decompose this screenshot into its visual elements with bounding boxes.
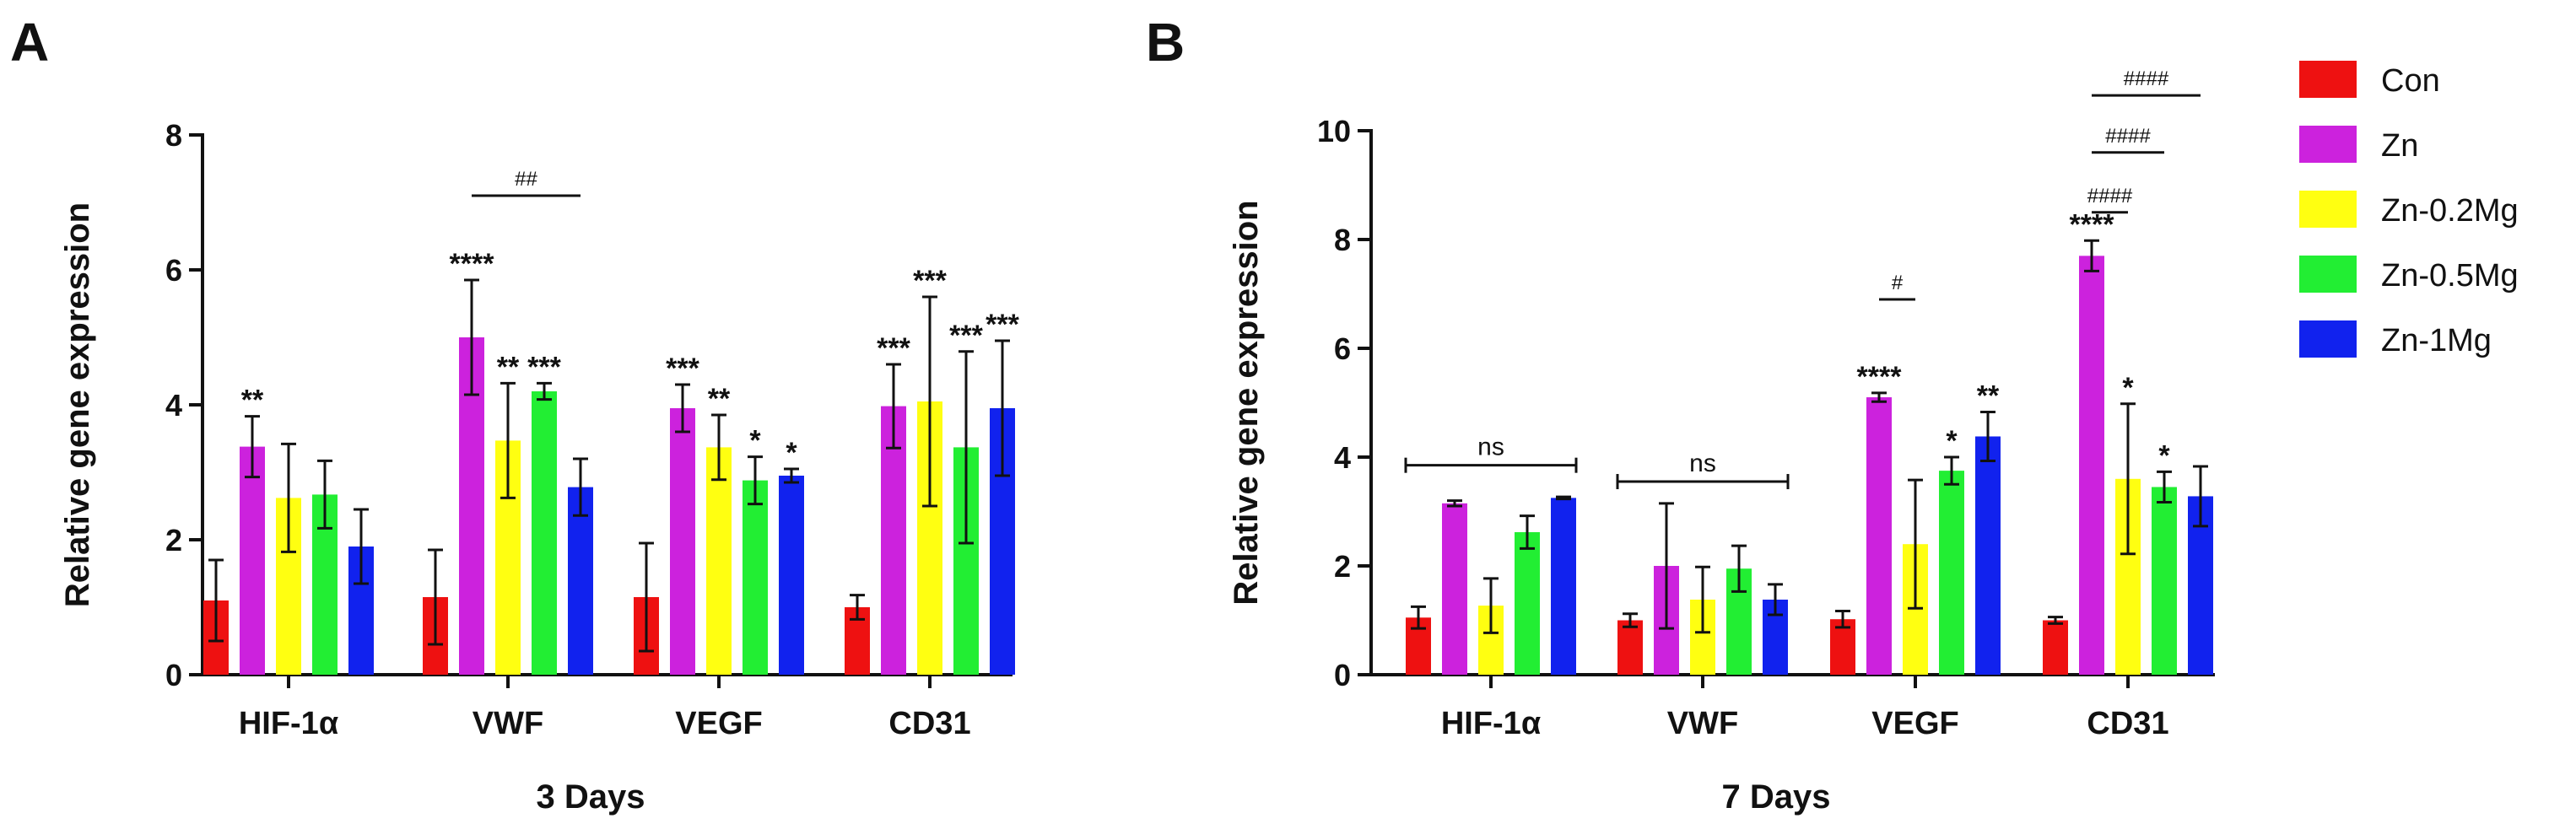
- legend-label: Zn-0.5Mg: [2381, 258, 2519, 293]
- comparison-label: ####: [2124, 67, 2169, 90]
- legend-swatch: [2299, 126, 2357, 163]
- significance-label: *: [2122, 372, 2134, 404]
- panel-a-chart: A 0 2 4 6 8 HIF-1α VWF VEGF CD31 3 Days Relative ge…: [10, 12, 1020, 816]
- significance-label: *: [749, 425, 761, 457]
- bar-zn-0-5mg: [2152, 487, 2177, 675]
- bar-zn: [240, 446, 265, 675]
- comparison-label: #: [1892, 272, 1904, 294]
- x-tick-label: VWF: [473, 706, 543, 741]
- bar-zn-1mg: [1975, 436, 2001, 675]
- significance-label: ***: [877, 332, 910, 364]
- x-tick-label: HIF-1α: [239, 706, 338, 741]
- significance-label: ***: [949, 320, 983, 352]
- comparison-label: ns: [1689, 450, 1716, 477]
- panel-letter: A: [10, 12, 49, 73]
- significance-label: ***: [527, 351, 561, 383]
- significance-label: ****: [450, 248, 495, 280]
- x-tick-label: CD31: [888, 706, 970, 741]
- significance-label: ****: [1857, 361, 1903, 393]
- legend-label: Zn: [2381, 128, 2418, 164]
- bar-con: [2043, 620, 2068, 675]
- x-tick-label: HIF-1α: [1441, 706, 1541, 741]
- bar-zn: [1866, 397, 1892, 675]
- y-tick-label: 6: [165, 253, 182, 288]
- bar-con: [1617, 620, 1643, 675]
- y-tick-label: 2: [1334, 549, 1351, 584]
- panel-b-chart: B 0 2 4 6 8 10 HIF-1α VWF VEGF CD31 7 Days Relative …: [1146, 12, 2215, 816]
- x-tick-label: CD31: [2087, 706, 2168, 741]
- bar-zn: [881, 406, 906, 675]
- legend-label: Zn-0.2Mg: [2381, 193, 2519, 229]
- y-axis-title: Relative gene expression: [1228, 200, 1265, 605]
- x-tick-label: VEGF: [1871, 706, 1958, 741]
- y-tick-label: 10: [1317, 114, 1351, 148]
- legend-swatch: [2299, 320, 2357, 358]
- comparison-label: ####: [2105, 125, 2151, 148]
- significance-label: *: [2158, 439, 2170, 471]
- legend-swatch: [2299, 256, 2357, 293]
- comparison-label: ##: [515, 168, 537, 191]
- bar-zn-1mg: [1551, 498, 1576, 675]
- comparison-label: ####: [2087, 185, 2133, 207]
- significance-label: ****: [2070, 208, 2115, 240]
- x-axis-title: 3 Days: [537, 778, 645, 816]
- y-tick-label: 8: [1334, 223, 1351, 257]
- significance-label: **: [1977, 380, 2000, 412]
- y-axis-title: Relative gene expression: [59, 202, 96, 607]
- bar-zn: [2079, 256, 2104, 675]
- significance-label: **: [241, 385, 264, 417]
- significance-label: **: [708, 383, 731, 415]
- significance-label: ***: [913, 265, 947, 297]
- legend: Con Zn Zn-0.2Mg Zn-0.5Mg Zn-1Mg: [2299, 61, 2519, 358]
- significance-label: ***: [986, 309, 1019, 341]
- bar-zn-0-5mg: [532, 391, 557, 675]
- bar-zn-0-5mg: [1515, 532, 1540, 675]
- significance-label: **: [497, 351, 520, 383]
- y-tick-label: 0: [1334, 658, 1351, 692]
- bar-zn: [1442, 503, 1467, 675]
- bar-zn-0-2mg: [706, 447, 732, 675]
- legend-swatch: [2299, 61, 2357, 98]
- legend-label: Zn-1Mg: [2381, 323, 2492, 358]
- significance-label: *: [786, 437, 797, 469]
- x-tick-label: VWF: [1667, 706, 1738, 741]
- x-tick-label: VEGF: [675, 706, 762, 741]
- legend-label: Con: [2381, 63, 2440, 99]
- bar-zn-0-5mg: [743, 480, 768, 675]
- bar-zn: [670, 408, 695, 675]
- comparison-label: ns: [1477, 433, 1504, 461]
- significance-label: *: [1946, 425, 1958, 457]
- panel-letter: B: [1146, 12, 1185, 73]
- bar-zn-0-5mg: [1939, 471, 1964, 675]
- bar-zn-1mg: [779, 476, 804, 675]
- legend-swatch: [2299, 191, 2357, 228]
- y-tick-label: 2: [165, 523, 182, 557]
- y-tick-label: 4: [165, 388, 182, 423]
- y-tick-label: 8: [165, 118, 182, 153]
- x-axis-title: 7 Days: [1722, 778, 1831, 816]
- y-tick-label: 4: [1334, 440, 1351, 475]
- y-tick-label: 6: [1334, 331, 1351, 366]
- y-tick-label: 0: [165, 658, 182, 692]
- significance-label: ***: [666, 353, 699, 385]
- bar-zn-1mg: [568, 487, 593, 675]
